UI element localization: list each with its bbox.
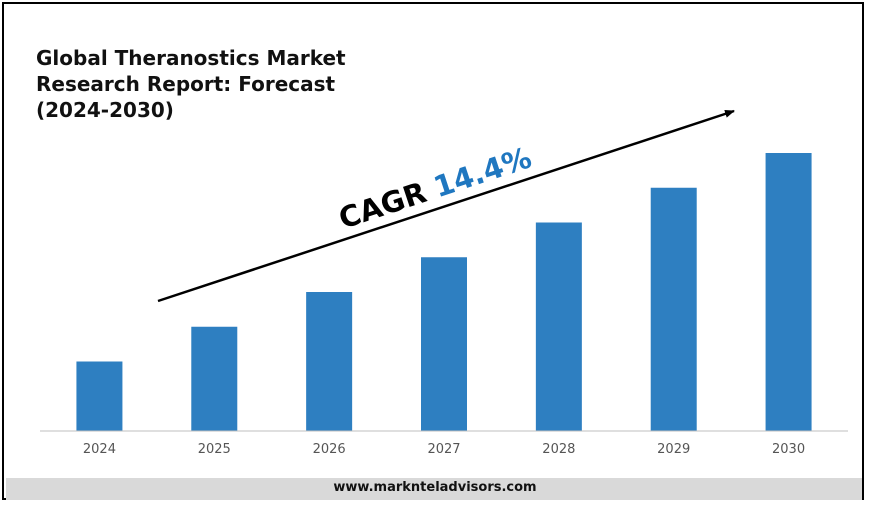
bar-2026 bbox=[306, 292, 353, 431]
chart-title: Global Theranostics Market Research Repo… bbox=[36, 45, 366, 123]
trend-arrow bbox=[157, 109, 735, 303]
x-tick-2026: 2026 bbox=[313, 442, 346, 457]
title-line-3: (2024-2030) bbox=[36, 98, 174, 122]
title-line-2: Research Report: Forecast bbox=[36, 72, 336, 96]
title-line-1: Global Theranostics Market bbox=[36, 46, 346, 70]
x-tick-2027: 2027 bbox=[427, 442, 460, 457]
footer-bar bbox=[6, 478, 862, 500]
bar-2024 bbox=[76, 361, 123, 431]
bar-2029 bbox=[650, 187, 697, 431]
x-tick-2028: 2028 bbox=[542, 442, 575, 457]
x-tick-labels: 2024 2025 2026 2027 2028 2029 2030 bbox=[83, 442, 805, 457]
x-tick-2025: 2025 bbox=[198, 442, 231, 457]
bars-group bbox=[76, 153, 812, 431]
footer-url: www.marknteladvisors.com bbox=[333, 480, 537, 495]
x-tick-2024: 2024 bbox=[83, 442, 116, 457]
cagr-label: CAGR14.4% bbox=[335, 140, 536, 235]
bar-2028 bbox=[535, 222, 582, 431]
bar-2025 bbox=[191, 326, 238, 431]
bar-2027 bbox=[421, 257, 467, 431]
x-tick-2030: 2030 bbox=[772, 442, 805, 457]
x-tick-2029: 2029 bbox=[657, 442, 690, 457]
bar-2030 bbox=[765, 153, 812, 431]
